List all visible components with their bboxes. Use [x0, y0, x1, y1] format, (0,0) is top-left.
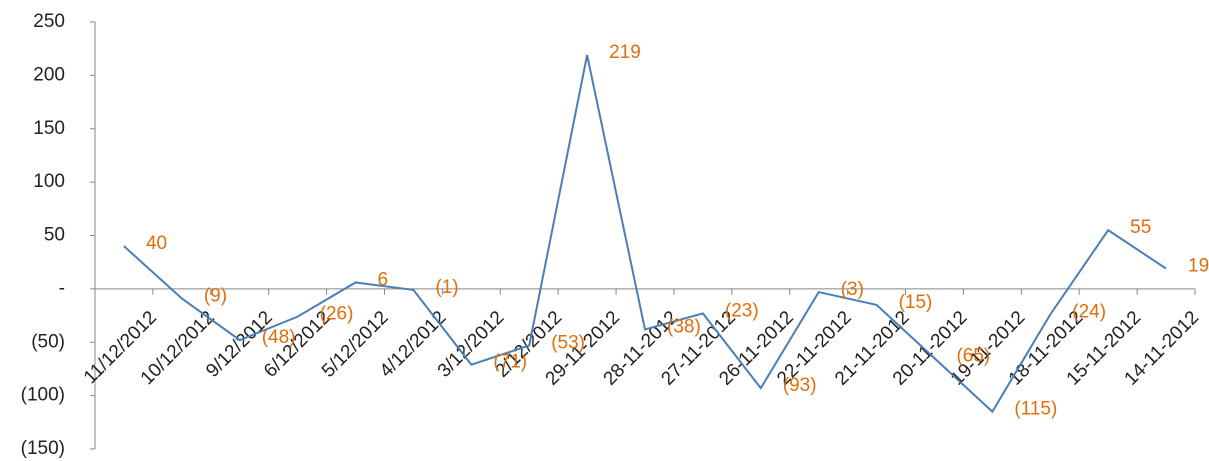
y-tick-label: 50 — [44, 225, 65, 246]
y-tick-label: 100 — [33, 171, 65, 192]
data-label: 55 — [1130, 217, 1151, 238]
data-label: (93) — [783, 375, 817, 396]
y-tick-label: 150 — [33, 118, 65, 139]
data-label: (15) — [899, 292, 933, 313]
y-tick-label: (50) — [31, 331, 65, 352]
data-label: (1) — [435, 277, 458, 298]
data-label: 19 — [1188, 256, 1209, 277]
y-tick-label: - — [59, 278, 65, 299]
data-label: (53) — [551, 332, 585, 353]
data-label: 6 — [378, 269, 389, 290]
data-label: (71) — [493, 352, 527, 373]
data-label: (48) — [262, 327, 296, 348]
data-label: (38) — [667, 316, 701, 337]
line-series — [123, 54, 1167, 414]
data-label: (115) — [1014, 399, 1057, 420]
data-label: (9) — [204, 285, 227, 306]
data-label: 219 — [609, 42, 641, 63]
y-tick-label: (150) — [21, 438, 65, 459]
data-label: (26) — [320, 304, 354, 325]
data-label: (3) — [841, 279, 864, 300]
data-label: (23) — [725, 300, 759, 321]
data-label: (65) — [956, 345, 990, 366]
y-tick-label: 200 — [33, 64, 65, 85]
y-tick-label: 250 — [33, 11, 65, 32]
data-label: (24) — [1072, 302, 1106, 323]
data-label: 40 — [146, 233, 167, 254]
y-tick-label: (100) — [21, 385, 65, 406]
